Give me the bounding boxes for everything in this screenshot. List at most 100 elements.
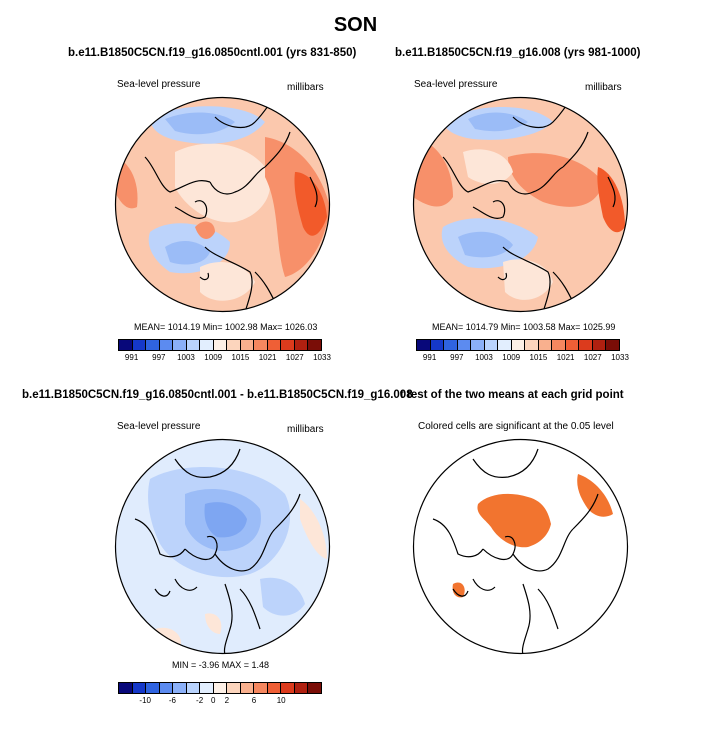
shade-blue-southeast (260, 577, 305, 616)
shade-deepred-siberia (294, 172, 327, 236)
colorbar-swatch (267, 683, 282, 693)
colorbar-swatch (186, 340, 201, 350)
colorbar-swatch (186, 683, 201, 693)
colorbar-tick-label: 991 (422, 353, 437, 362)
colorbar-swatch (430, 340, 445, 350)
colorbar-swatch (254, 683, 268, 693)
map-bottom-left (114, 438, 331, 655)
panel-title-top-right: b.e11.B1850C5CN.f19_g16.008 (yrs 981-100… (395, 47, 641, 59)
shade-pale-east (300, 499, 327, 559)
shade-red-east (265, 137, 330, 277)
colorbar-tick-label: 0 (210, 696, 216, 705)
colorbar-swatch (592, 340, 607, 350)
significance-label: Colored cells are significant at the 0.0… (418, 421, 614, 432)
colorbar-tick-label: 997 (152, 353, 166, 362)
colorbar-swatch (146, 683, 160, 693)
shade-low-icelandic-core (458, 231, 513, 258)
colorbar-swatch (267, 340, 282, 350)
colorbar-tick-label: 1027 (583, 353, 602, 362)
colorbar-tick-label: 1003 (475, 353, 493, 362)
colorbar-tick-label: 991 (124, 353, 139, 362)
variable-label-top-right: Sea-level pressure (414, 79, 498, 90)
shade-pale-north (175, 143, 271, 223)
shade-pale-atlantic (200, 262, 255, 301)
colorbar-swatch (417, 340, 431, 350)
colorbar-swatch (240, 340, 255, 350)
colorbar-swatch (240, 683, 255, 693)
colorbar-swatch (146, 340, 160, 350)
colorbar-ticks: 991 997 1003 1009 1015 1021 1027 1033 (118, 351, 331, 363)
colorbar-tick-label: 1033 (313, 353, 331, 362)
shade-red-greenland (195, 221, 215, 239)
shade-pale-south (205, 613, 222, 634)
units-label-bottom-left: millibars (287, 424, 324, 435)
map-top-left (114, 96, 331, 313)
colorbar-swatch (119, 683, 133, 693)
colorbar-swatch (484, 340, 499, 350)
colorbar-ticks: 991 997 1003 1009 1015 1021 1027 1033 (416, 351, 629, 363)
colorbar-swatch (511, 340, 526, 350)
colorbar-swatch (213, 683, 228, 693)
colorbar-tick-label: 997 (450, 353, 464, 362)
colorbar-swatch (132, 340, 147, 350)
variable-label-top-left: Sea-level pressure (117, 79, 201, 90)
colorbar-tick-label: 1021 (556, 353, 575, 362)
colorbar-tick-label: -6 (168, 696, 176, 705)
colorbar-swatches (118, 682, 322, 694)
stats-bottom-left: MIN = -3.96 MAX = 1.48 (172, 660, 270, 670)
shade-deepred-siberia (597, 167, 625, 233)
colorbar-swatch (565, 340, 580, 350)
colorbar-swatch (173, 683, 187, 693)
colorbar-swatches (416, 339, 620, 351)
colorbar-swatch (200, 340, 214, 350)
panel-title-bottom-left: b.e11.B1850C5CN.f19_g16.0850cntl.001 - b… (22, 389, 413, 401)
colorbar-swatch (498, 340, 512, 350)
colorbar-swatch (132, 683, 147, 693)
colorbar-top-left: 991 997 1003 1009 1015 1021 1027 1033 (118, 339, 331, 363)
colorbar-tick-label: 1033 (611, 353, 629, 362)
colorbar-swatch (308, 683, 321, 693)
colorbar-tick-label: 1015 (231, 353, 250, 362)
colorbar-tick-label: 1015 (529, 353, 548, 362)
shade-pale-north (463, 149, 513, 184)
colorbar-swatch (444, 340, 458, 350)
colorbar-swatch (254, 340, 268, 350)
colorbar-swatch (159, 683, 174, 693)
colorbar-swatch (457, 340, 472, 350)
shade-pale-atlantic (503, 259, 553, 300)
shade-midblue-center (204, 502, 247, 538)
shade-red-central (508, 153, 603, 207)
coastlines-top-left (144, 97, 318, 312)
colorbar-swatch (227, 683, 241, 693)
colorbar-tick-label: 6 (251, 696, 257, 705)
colorbar-ticks: -10 -6 -2 0 2 6 10 (118, 694, 322, 706)
colorbar-tick-label: 1027 (285, 353, 304, 362)
colorbar-swatch (294, 683, 309, 693)
colorbar-swatch (281, 683, 295, 693)
map-bottom-right (412, 438, 629, 655)
colorbar-swatch (281, 340, 295, 350)
coastlines-bottom-right (432, 448, 599, 654)
units-label-top-left: millibars (287, 82, 324, 93)
colorbar-bottom-left: -10 -6 -2 0 2 6 10 (118, 682, 322, 706)
colorbar-swatch (308, 340, 321, 350)
colorbar-swatch (200, 683, 214, 693)
colorbar-swatch (538, 340, 553, 350)
colorbar-tick-label: 1021 (258, 353, 277, 362)
colorbar-tick-label: 1003 (177, 353, 195, 362)
colorbar-tick-label: -10 (139, 696, 151, 705)
sig-region-central (477, 493, 551, 548)
colorbar-tick-label: -2 (196, 696, 204, 705)
colorbar-swatch (159, 340, 174, 350)
colorbar-swatch (173, 340, 187, 350)
colorbar-swatch (552, 340, 566, 350)
colorbar-swatch (606, 340, 619, 350)
colorbar-tick-label: 1009 (502, 353, 521, 362)
colorbar-swatch (579, 340, 593, 350)
colorbar-tick-label: 2 (224, 696, 230, 705)
panel-title-top-left: b.e11.B1850C5CN.f19_g16.0850cntl.001 (yr… (68, 47, 357, 59)
colorbar-tick-label: 10 (276, 696, 286, 705)
colorbar-swatch (119, 340, 133, 350)
colorbar-swatch (294, 340, 309, 350)
stats-top-left: MEAN= 1014.19 Min= 1002.98 Max= 1026.03 (134, 322, 318, 332)
